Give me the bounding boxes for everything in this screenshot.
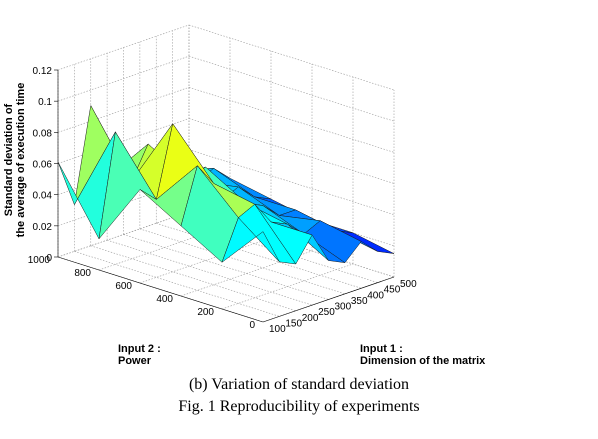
axis-labels: Standard deviation ofthe average of exec…: [3, 83, 486, 367]
z-tick-label: 0.02: [33, 222, 53, 233]
gridline-z-side: [188, 55, 395, 122]
x-tick-label: 150: [285, 318, 302, 329]
z-tick-label: 0: [46, 253, 52, 264]
z-tick-label: 0.08: [33, 128, 53, 139]
x-tick-label: 400: [367, 290, 384, 301]
x-tick-label: 500: [400, 279, 417, 290]
gridline-z-side: [188, 24, 395, 91]
tick-labels: 0 0.02 0.04 0.06 0.08 0.1 0.12 0 200 400 600 800 100…: [28, 66, 417, 335]
surface-facet: [221, 217, 280, 263]
x-tick-label: 450: [384, 285, 401, 296]
x-axis-label-line: Input 1 :: [360, 343, 403, 355]
z-tick-label: 0.12: [33, 66, 53, 77]
y-tick-label: 1000: [28, 255, 51, 266]
y-tick-label: 800: [74, 268, 91, 279]
y-tick-label: 400: [156, 294, 173, 305]
gridline-y-floor: [221, 263, 354, 310]
y-axis-label-line: Input 2 :: [118, 343, 161, 355]
z-tick-label: 0.06: [33, 160, 53, 171]
gridline-x-floor: [90, 245, 296, 312]
z-axis-label-line: Standard deviation of: [3, 103, 15, 216]
z-tick-label: 0.1: [38, 97, 52, 108]
x-tick-label: 350: [351, 296, 368, 307]
y-axis-label: Input 2 : Power: [118, 343, 161, 367]
gridline-y-floor: [57, 211, 190, 258]
y-axis-label-line: Power: [118, 355, 152, 367]
figure-caption: Fig. 1 Reproducibility of experiments: [178, 398, 420, 415]
gridline-z-back: [57, 87, 190, 133]
z-axis-label: Standard deviation ofthe average of exec…: [3, 83, 27, 238]
x-tick-label: 300: [335, 302, 352, 313]
gridline-z-back: [57, 55, 190, 102]
z-tick-label: 0.04: [33, 191, 53, 202]
x-tick-label: 200: [302, 313, 319, 324]
surface-plot: [57, 104, 395, 265]
gridline-z-side: [188, 87, 395, 153]
x-tick-label: 250: [318, 307, 335, 318]
x-axis-label-line: Dimension of the matrix: [360, 355, 486, 367]
z-axis-label-line: the average of execution time: [15, 83, 27, 238]
x-axis-label: Input 1 : Dimension of the matrix: [360, 343, 486, 367]
gridline-x-floor: [74, 251, 280, 317]
y-axis-line: [57, 256, 264, 323]
x-tick-label: 100: [269, 324, 286, 335]
y-tick-label: 200: [197, 307, 214, 318]
axes-frame: [54, 69, 395, 323]
y-tick-label: 0: [249, 320, 255, 331]
y-tick-label: 600: [115, 281, 132, 292]
gridline-y-floor: [139, 237, 272, 284]
figure-subtitle: (b) Variation of standard deviation: [188, 376, 410, 393]
x-axis-line: [262, 276, 395, 323]
